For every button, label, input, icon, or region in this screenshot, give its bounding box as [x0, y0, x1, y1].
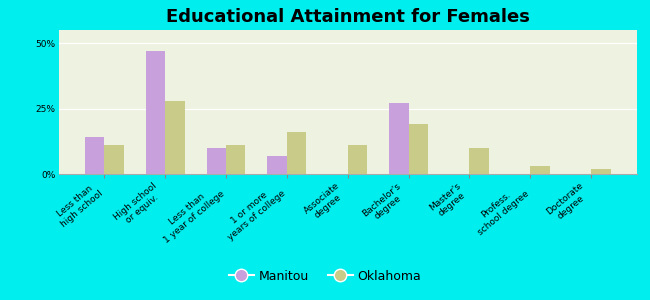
Bar	[592, 169, 611, 174]
Bar	[389, 103, 409, 174]
Bar	[267, 156, 287, 174]
Bar	[207, 148, 226, 174]
Legend: Manitou, Oklahoma: Manitou, Oklahoma	[224, 265, 426, 288]
Bar	[287, 132, 306, 174]
Bar	[104, 145, 124, 174]
Bar	[146, 51, 165, 174]
Bar	[84, 137, 104, 174]
Bar	[165, 101, 185, 174]
Bar	[530, 166, 550, 174]
Bar	[348, 145, 367, 174]
Bar	[409, 124, 428, 174]
Bar	[469, 148, 489, 174]
Bar	[226, 145, 246, 174]
Title: Educational Attainment for Females: Educational Attainment for Females	[166, 8, 530, 26]
